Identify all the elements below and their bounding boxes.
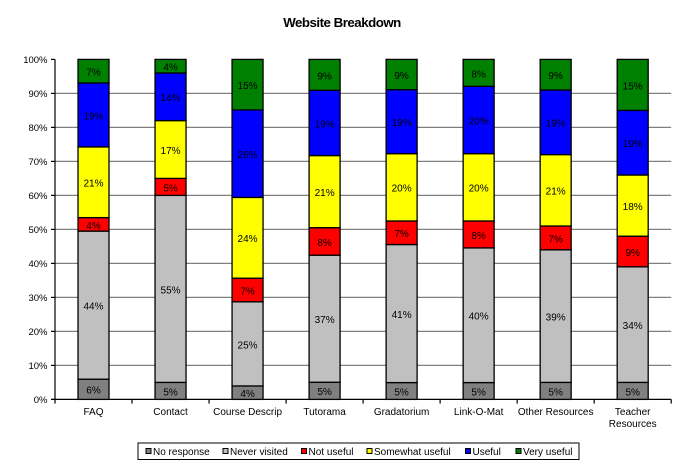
svg-text:10%: 10%	[28, 361, 48, 372]
svg-text:8%: 8%	[471, 69, 486, 80]
svg-text:21%: 21%	[84, 179, 104, 190]
svg-text:Somewhat useful: Somewhat useful	[374, 447, 451, 458]
svg-text:9%: 9%	[394, 71, 409, 82]
svg-text:7%: 7%	[548, 234, 563, 245]
svg-text:50%: 50%	[28, 225, 48, 236]
svg-text:14%: 14%	[161, 93, 181, 104]
svg-text:Resources: Resources	[609, 419, 657, 430]
svg-text:4%: 4%	[240, 389, 255, 400]
svg-text:30%: 30%	[28, 293, 48, 304]
svg-text:80%: 80%	[28, 123, 48, 134]
svg-text:4%: 4%	[86, 221, 101, 232]
svg-text:5%: 5%	[548, 387, 563, 398]
svg-text:Useful: Useful	[473, 447, 501, 458]
svg-text:Teacher: Teacher	[615, 407, 651, 418]
svg-text:7%: 7%	[394, 229, 409, 240]
svg-text:20%: 20%	[392, 184, 412, 195]
svg-text:34%: 34%	[623, 321, 643, 332]
svg-text:9%: 9%	[548, 71, 563, 82]
svg-text:Gradatorium: Gradatorium	[374, 407, 430, 418]
svg-text:No response: No response	[153, 447, 210, 458]
svg-text:8%: 8%	[471, 231, 486, 242]
svg-text:24%: 24%	[238, 234, 258, 245]
svg-text:15%: 15%	[238, 81, 258, 92]
svg-text:4%: 4%	[163, 63, 178, 74]
svg-text:Not useful: Not useful	[309, 447, 354, 458]
svg-text:25%: 25%	[238, 340, 258, 351]
svg-text:Tutorama: Tutorama	[303, 407, 346, 418]
svg-text:5%: 5%	[625, 387, 640, 398]
svg-text:44%: 44%	[84, 302, 104, 313]
svg-text:5%: 5%	[163, 387, 178, 398]
svg-text:19%: 19%	[315, 119, 335, 130]
svg-text:9%: 9%	[317, 71, 332, 82]
svg-text:5%: 5%	[471, 387, 486, 398]
svg-text:37%: 37%	[315, 315, 335, 326]
svg-text:Contact: Contact	[153, 407, 188, 418]
svg-text:20%: 20%	[28, 327, 48, 338]
svg-text:17%: 17%	[161, 146, 181, 157]
svg-text:41%: 41%	[392, 310, 412, 321]
svg-text:40%: 40%	[28, 259, 48, 270]
svg-text:19%: 19%	[392, 118, 412, 129]
svg-text:9%: 9%	[625, 248, 640, 259]
svg-text:19%: 19%	[84, 111, 104, 122]
svg-text:7%: 7%	[240, 286, 255, 297]
svg-text:100%: 100%	[23, 55, 48, 66]
svg-text:Very useful: Very useful	[523, 447, 572, 458]
svg-text:Link-O-Mat: Link-O-Mat	[454, 407, 504, 418]
svg-text:60%: 60%	[28, 191, 48, 202]
svg-text:5%: 5%	[163, 183, 178, 194]
svg-text:Website Breakdown: Website Breakdown	[283, 15, 401, 30]
svg-text:21%: 21%	[546, 187, 566, 198]
svg-text:20%: 20%	[469, 116, 489, 127]
svg-text:18%: 18%	[623, 202, 643, 213]
svg-text:Other Resources: Other Resources	[518, 407, 594, 418]
svg-text:FAQ: FAQ	[84, 407, 104, 418]
svg-text:70%: 70%	[28, 157, 48, 168]
svg-text:90%: 90%	[28, 89, 48, 100]
svg-text:19%: 19%	[623, 139, 643, 150]
svg-text:Course Descrip: Course Descrip	[213, 407, 282, 418]
svg-text:5%: 5%	[317, 387, 332, 398]
svg-text:21%: 21%	[315, 188, 335, 199]
svg-text:39%: 39%	[546, 313, 566, 324]
svg-text:6%: 6%	[86, 386, 101, 397]
svg-text:15%: 15%	[623, 81, 643, 92]
svg-text:0%: 0%	[34, 395, 48, 406]
svg-text:Never visited: Never visited	[230, 447, 288, 458]
svg-text:5%: 5%	[394, 387, 409, 398]
svg-text:26%: 26%	[238, 150, 258, 161]
svg-text:8%: 8%	[317, 238, 332, 249]
svg-text:40%: 40%	[469, 312, 489, 323]
svg-text:7%: 7%	[86, 68, 101, 79]
svg-text:55%: 55%	[161, 285, 181, 296]
svg-text:19%: 19%	[546, 119, 566, 130]
svg-text:20%: 20%	[469, 184, 489, 195]
